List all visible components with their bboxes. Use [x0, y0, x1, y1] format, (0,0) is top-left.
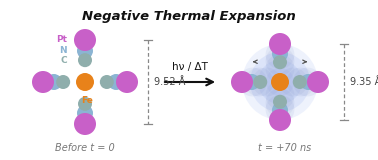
Circle shape — [266, 95, 294, 124]
Circle shape — [238, 68, 267, 96]
Circle shape — [273, 55, 287, 69]
Circle shape — [293, 75, 307, 89]
Circle shape — [242, 44, 318, 120]
Circle shape — [231, 71, 253, 93]
Circle shape — [78, 97, 92, 111]
Circle shape — [244, 74, 260, 90]
Circle shape — [269, 33, 291, 55]
Text: t = +70 ns: t = +70 ns — [259, 143, 311, 153]
Text: Fe: Fe — [81, 96, 93, 105]
Circle shape — [272, 46, 288, 62]
Circle shape — [279, 68, 308, 96]
Circle shape — [76, 73, 94, 91]
Circle shape — [266, 81, 294, 110]
Text: 9.35 Å: 9.35 Å — [350, 77, 378, 87]
Text: Before t = 0: Before t = 0 — [55, 143, 115, 153]
Circle shape — [56, 75, 70, 89]
Circle shape — [116, 71, 138, 93]
Text: Pt: Pt — [56, 36, 67, 44]
Circle shape — [272, 102, 288, 118]
Text: Negative Thermal Expansion: Negative Thermal Expansion — [82, 10, 296, 23]
Circle shape — [266, 54, 294, 83]
Circle shape — [258, 60, 302, 104]
Circle shape — [287, 68, 315, 96]
Circle shape — [307, 71, 329, 93]
Circle shape — [32, 71, 54, 93]
Circle shape — [266, 40, 294, 69]
Circle shape — [271, 73, 289, 91]
Circle shape — [252, 68, 281, 96]
Text: 9.52 Å: 9.52 Å — [154, 77, 185, 87]
Circle shape — [108, 74, 124, 90]
Circle shape — [74, 113, 96, 135]
Circle shape — [100, 75, 114, 89]
Circle shape — [269, 109, 291, 131]
Circle shape — [77, 43, 93, 59]
Text: C: C — [60, 56, 67, 65]
Circle shape — [46, 74, 62, 90]
Text: N: N — [59, 46, 67, 55]
Circle shape — [266, 88, 294, 117]
Circle shape — [266, 68, 294, 96]
Circle shape — [300, 74, 316, 90]
Circle shape — [253, 75, 267, 89]
Circle shape — [78, 53, 92, 67]
Circle shape — [77, 105, 93, 121]
Circle shape — [74, 29, 96, 51]
Circle shape — [250, 52, 310, 112]
Circle shape — [266, 47, 294, 76]
Text: hν / ΔT: hν / ΔT — [172, 62, 208, 72]
Circle shape — [245, 68, 274, 96]
Circle shape — [293, 68, 322, 96]
Circle shape — [273, 95, 287, 109]
